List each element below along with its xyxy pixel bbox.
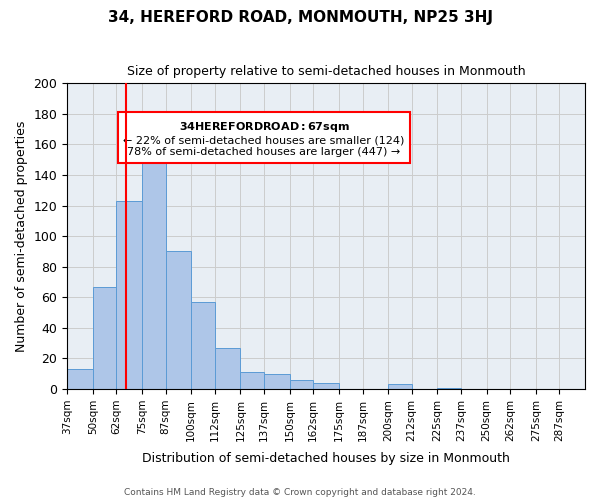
Title: Size of property relative to semi-detached houses in Monmouth: Size of property relative to semi-detach… [127, 65, 526, 78]
Bar [93, 286, 116, 389]
Bar [437, 388, 461, 389]
Y-axis label: Number of semi-detached properties: Number of semi-detached properties [15, 120, 28, 352]
Bar [241, 372, 264, 389]
Text: 34, HEREFORD ROAD, MONMOUTH, NP25 3HJ: 34, HEREFORD ROAD, MONMOUTH, NP25 3HJ [107, 10, 493, 25]
Bar [166, 252, 191, 389]
Text: Contains HM Land Registry data © Crown copyright and database right 2024.: Contains HM Land Registry data © Crown c… [124, 488, 476, 497]
Bar [116, 201, 142, 389]
Bar [215, 348, 241, 389]
Bar [264, 374, 290, 389]
Bar [388, 384, 412, 389]
Bar [313, 383, 339, 389]
Bar [290, 380, 313, 389]
Bar [142, 149, 166, 389]
Text: $\bf{34 HEREFORD ROAD: 67sqm}$
← 22% of semi-detached houses are smaller (124)
7: $\bf{34 HEREFORD ROAD: 67sqm}$ ← 22% of … [123, 120, 404, 157]
Bar [67, 369, 93, 389]
Bar [191, 302, 215, 389]
X-axis label: Distribution of semi-detached houses by size in Monmouth: Distribution of semi-detached houses by … [142, 452, 510, 465]
